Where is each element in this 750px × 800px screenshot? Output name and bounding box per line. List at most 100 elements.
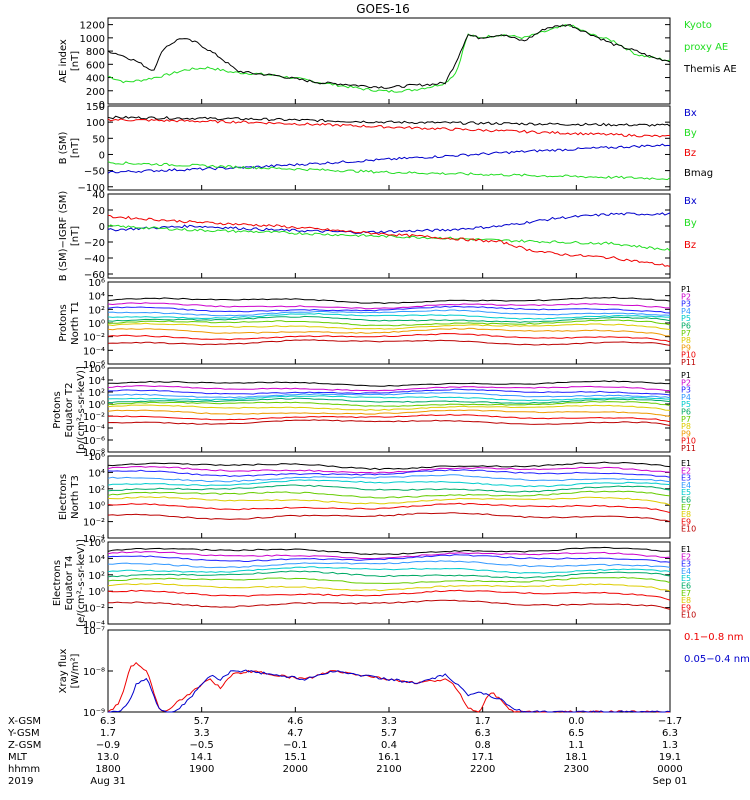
y-tick-label: 10⁰	[88, 400, 105, 411]
y-tick-label: 1200	[80, 21, 105, 32]
legend-entry: E5	[681, 574, 691, 583]
legend-entry: E1	[681, 545, 691, 554]
ephemeris-row-label: MLT	[8, 752, 28, 763]
channel-line	[107, 469, 671, 478]
y-axis-label: [e/(cm²-s-sr-keV)]	[76, 539, 87, 627]
legend-entry: Bmag	[684, 168, 713, 179]
y-tick-label: 100	[86, 118, 105, 129]
ephemeris-row-label: X-GSM	[8, 716, 41, 727]
legend-entry: P11	[681, 444, 696, 453]
channel-line	[107, 397, 671, 404]
series-0-1-0-8-nm	[107, 661, 670, 713]
ephemeris-value: 13.0	[97, 752, 119, 763]
ephemeris-value: −0.1	[283, 740, 307, 751]
ephemeris-value: 5.7	[194, 716, 210, 727]
legend-entry: E6	[681, 582, 691, 591]
ephemeris-value: 4.7	[287, 728, 303, 739]
channel-line	[107, 309, 671, 317]
series-kyoto-proxy-ae	[107, 24, 671, 93]
channel-line	[107, 582, 671, 592]
legend-entry: P2	[681, 378, 691, 387]
ephemeris-value: −1.7	[658, 716, 682, 727]
channel-line	[107, 474, 671, 483]
legend-entry: P5	[681, 400, 691, 409]
panel-frame	[107, 281, 671, 365]
y-tick-label: 10²	[88, 485, 105, 496]
y-tick-label: 400	[86, 74, 105, 85]
y-axis-label: [nT]	[70, 138, 81, 158]
y-tick-label: 10⁻⁴	[83, 620, 105, 631]
y-tick-label: 0	[99, 150, 105, 161]
legend-entry: Bz	[684, 240, 696, 251]
legend-entry: E1	[681, 459, 691, 468]
legend-entry: P6	[681, 322, 691, 331]
y-tick-label: 200	[86, 87, 105, 98]
legend-entry: P9	[681, 343, 691, 352]
series-bz	[107, 118, 670, 138]
y-tick-label: 10⁴	[88, 554, 105, 565]
y-tick-label: 10⁻⁴	[83, 346, 105, 357]
channel-line	[107, 312, 670, 320]
y-tick-label: 10⁻²	[83, 518, 105, 529]
legend-entry: E2	[681, 466, 691, 475]
y-tick-label: −40	[84, 254, 105, 265]
legend-entry: E5	[681, 488, 691, 497]
panel-b: −100 −50 0 50 100 150 B (SM) [nT] Bx By Bz Bmag	[58, 102, 713, 194]
ephemeris-value: 3.3	[194, 728, 210, 739]
y-axis-label: Xray flux	[58, 649, 69, 694]
series-by	[107, 161, 671, 181]
y-tick-label: 10²	[88, 571, 105, 582]
ephemeris-value: 6.3	[662, 728, 678, 739]
channel-line	[107, 546, 671, 556]
legend-entry: 0.05−0.4 nm	[684, 654, 750, 665]
legend-entry: P5	[681, 314, 691, 323]
legend-entry: P3	[681, 300, 691, 309]
series-themis-ae	[107, 24, 671, 89]
channel-line	[107, 551, 671, 560]
y-tick-label: 10⁻⁹	[83, 708, 105, 719]
y-axis-label: B (SM)	[58, 131, 69, 164]
y-tick-label: 10⁻⁴	[83, 424, 105, 435]
y-tick-label: 10⁻²	[83, 333, 105, 344]
legend-entry: E8	[681, 596, 691, 605]
channel-line	[107, 502, 671, 514]
legend-entry: P3	[681, 386, 691, 395]
channel-line	[107, 465, 671, 474]
legend-entry: P11	[681, 358, 696, 367]
legend-entry: Bx	[684, 108, 697, 119]
channel-line	[107, 512, 671, 523]
ephemeris-value: 0.4	[381, 740, 397, 751]
legend-entry: E9	[681, 517, 691, 526]
year-label: 2019	[8, 776, 33, 787]
legend-entry: E3	[681, 560, 691, 569]
legend-entry: E10	[681, 525, 696, 534]
y-tick-label: 10⁶	[88, 364, 105, 375]
channel-line	[107, 554, 671, 563]
ephemeris-row-label: Z-GSM	[8, 740, 41, 751]
channel-line	[107, 413, 671, 423]
panel-e2: 10⁻⁴ 10⁻² 10⁰ 10² 10⁴ 10⁶ Electrons Equator T4[…	[52, 538, 696, 631]
y-axis-label: Protons	[52, 391, 63, 428]
channel-line	[107, 401, 671, 407]
y-tick-label: 10⁶	[88, 538, 105, 549]
ephemeris-value: 1.3	[662, 740, 678, 751]
legend-entry: E8	[681, 510, 691, 519]
y-tick-label: 10⁻²	[83, 412, 105, 423]
y-axis-label: Electrons	[52, 560, 63, 606]
channel-line	[107, 319, 671, 327]
y-tick-label: 10⁻⁸	[83, 448, 105, 459]
start-date: Aug 31	[90, 776, 125, 787]
legend-entry: E9	[681, 603, 691, 612]
y-axis-label: [nT]	[70, 226, 81, 246]
ephemeris-value: 2000	[283, 764, 308, 775]
y-axis-label: Electrons	[58, 474, 69, 520]
channel-line	[107, 570, 671, 579]
y-tick-label: −20	[84, 238, 105, 249]
channel-line	[107, 589, 671, 601]
panel-p1: 10⁻⁶ 10⁻⁴ 10⁻² 10⁰ 10² 10⁴ 10⁶ Protons North T1 P…	[58, 278, 696, 371]
legend-entry: P9	[681, 429, 691, 438]
y-tick-label: 0	[99, 222, 105, 233]
legend-entry: P10	[681, 351, 696, 360]
channel-line	[107, 395, 671, 402]
